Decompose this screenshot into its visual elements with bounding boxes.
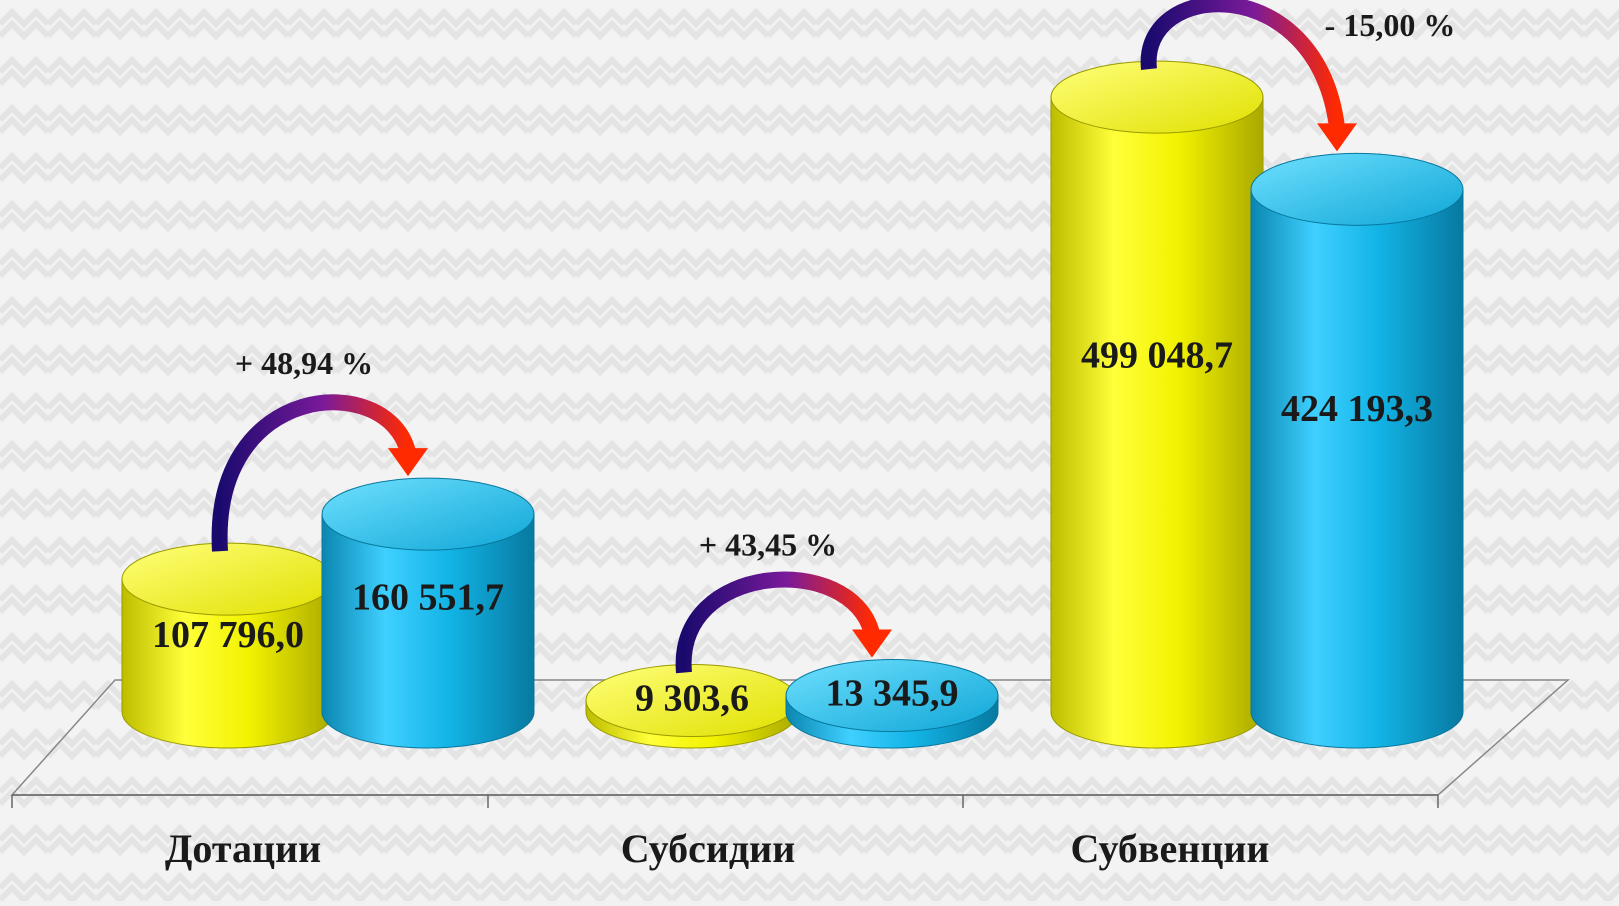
change-arrow-1 (675, 571, 892, 674)
chart-floor (10, 679, 1570, 808)
change-label-1: + 43,45 % (699, 527, 837, 563)
change-label-0: + 48,94 % (235, 345, 373, 381)
bar-top-1-1 (785, 659, 999, 733)
bars-layer (121, 0, 1464, 749)
bar-top-2-0 (1050, 60, 1264, 134)
category-label-2: Субвенции (1071, 826, 1270, 871)
change-arrow-0 (211, 394, 428, 552)
data-label-0-0: 107 796,0 (152, 614, 304, 656)
data-label-0-1: 160 551,7 (352, 576, 504, 618)
data-label-2-0: 499 048,7 (1081, 334, 1233, 376)
change-label-2: - 15,00 % (1325, 7, 1456, 43)
bar-2-0 (1050, 60, 1264, 749)
category-label-0: Дотации (165, 826, 321, 871)
bar-0-0 (121, 542, 335, 749)
labels-layer: 107 796,0 160 551,7 Дотации + 48,94 % 9 303,… (152, 7, 1455, 871)
bar-top-0-0 (121, 542, 335, 616)
change-arrow-2 (1140, 0, 1357, 152)
bar-top-0-1 (321, 477, 535, 551)
bar-2-1 (1250, 152, 1464, 749)
category-label-1: Субсидии (621, 826, 796, 871)
data-label-1-0: 9 303,6 (635, 678, 749, 720)
bar-0-1 (321, 477, 535, 749)
bar-1-1 (785, 659, 999, 749)
data-label-1-1: 13 345,9 (826, 673, 959, 715)
bar-1-0 (585, 664, 799, 749)
bar-top-2-1 (1250, 152, 1464, 226)
data-label-2-1: 424 193,3 (1281, 388, 1433, 430)
